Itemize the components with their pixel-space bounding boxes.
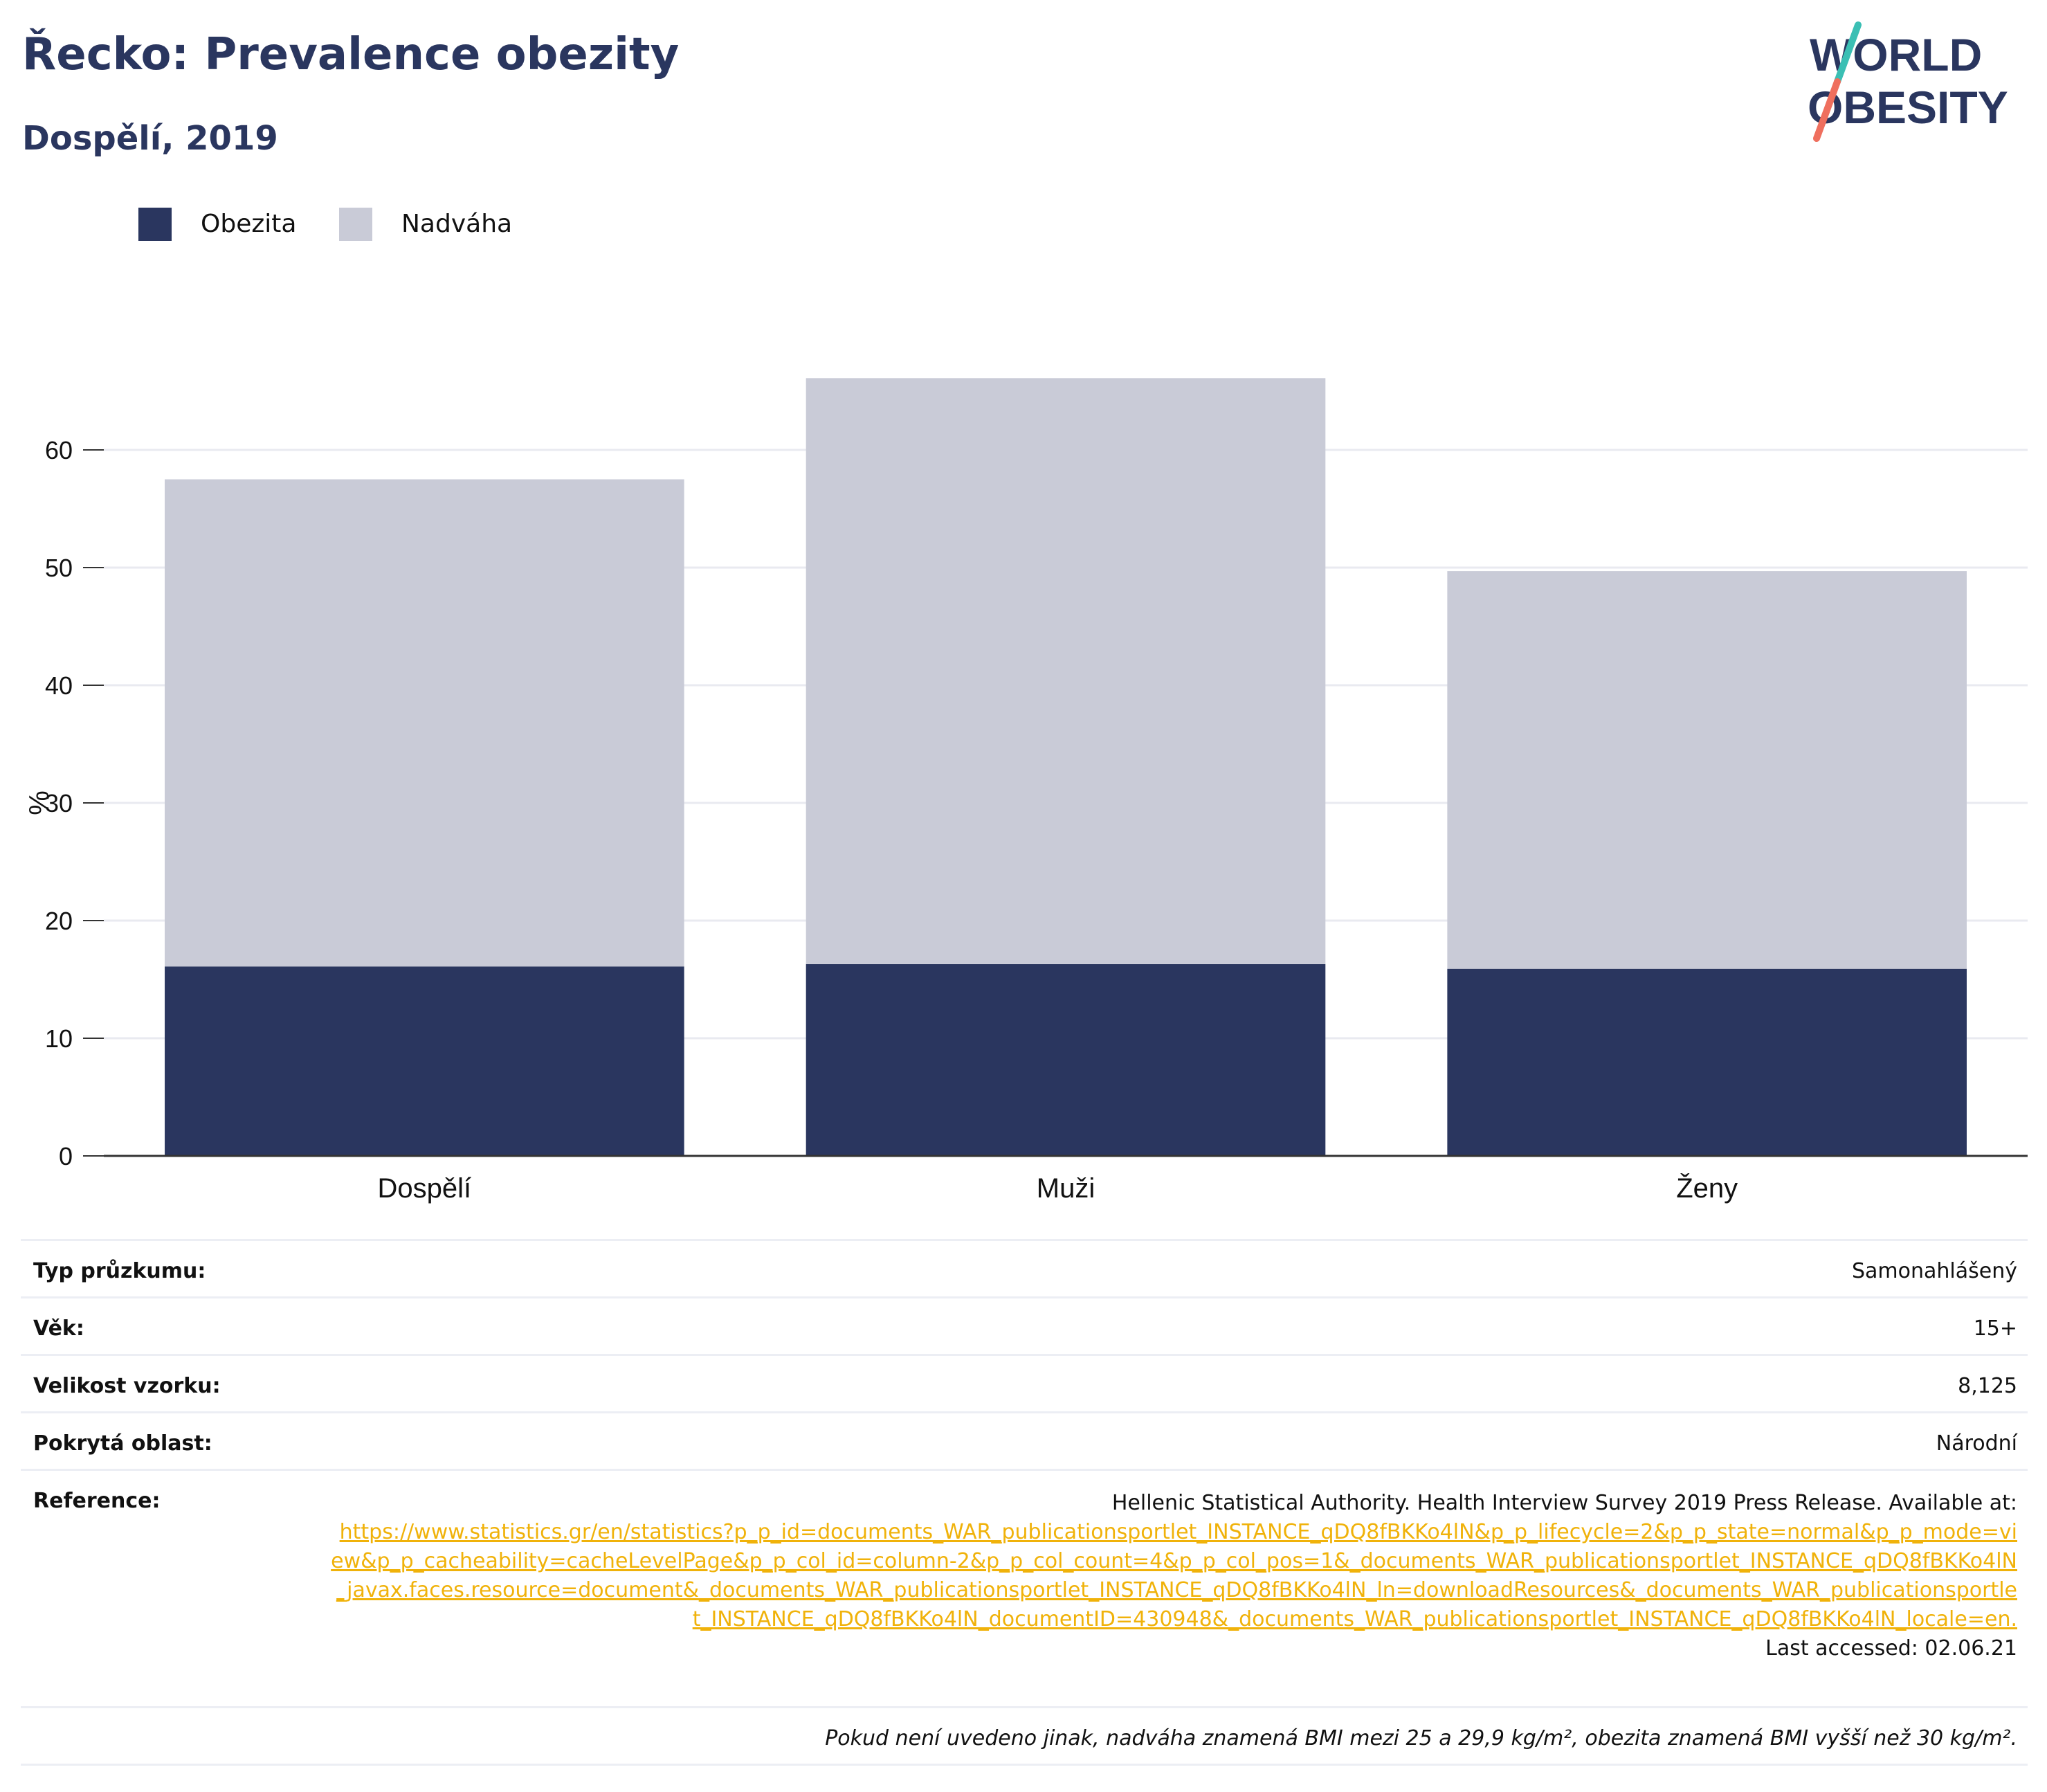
logo-teal-slash [1834,21,1862,85]
y-tick-label: 60 [45,436,73,464]
survey-info-table: Typ průzkumu: Samonahlášený Věk: 15+ Vel… [21,1239,2028,1766]
page-subtitle: Dospělí, 2019 [22,119,278,158]
bar-overweight [1447,571,1967,969]
sample-size-value: 8,125 [1958,1374,2017,1398]
info-row-note: Pokud není uvedeno jinak, nadváha znamen… [21,1706,2028,1766]
reference-label: Reference: [33,1489,161,1513]
last-accessed: Last accessed: 02.06.21 [1765,1636,2017,1660]
info-row-survey-type: Typ průzkumu: Samonahlášený [21,1239,2028,1296]
age-label: Věk: [33,1316,84,1341]
legend-swatch-overweight [339,208,372,241]
logo-coral-slash [1813,78,1841,142]
logo-line1: WORLD [1810,29,1982,80]
x-tick-label: Muži [1037,1173,1095,1204]
y-tick-label: 0 [59,1142,73,1170]
page-title: Řecko: Prevalence obezity [22,29,680,80]
area-value: Národní [1936,1431,2017,1456]
sample-size-label: Velikost vzorku: [33,1374,221,1398]
info-row-sample-size: Velikost vzorku: 8,125 [21,1354,2028,1411]
bar-obesity [806,963,1326,1156]
bar-overweight [165,479,684,967]
stacked-bar-chart: 0 10 20 30 40 50 60% Dospělí Muži Ženy [24,378,2028,1204]
y-tick-label: 40 [45,671,73,700]
area-label: Pokrytá oblast: [33,1431,212,1456]
bar-obesity [1447,968,1967,1156]
survey-type-label: Typ průzkumu: [33,1259,206,1283]
x-tick-label: Dospělí [378,1173,472,1204]
y-tick-label: 50 [45,554,73,582]
y-tick-label: 20 [45,907,73,935]
world-obesity-logo: WORLD OBESITY [1808,21,2008,142]
info-row-area: Pokrytá oblast: Národní [21,1411,2028,1469]
reference-block: Hellenic Statistical Authority. Health I… [329,1489,2017,1663]
bar-obesity [165,966,684,1156]
reference-text: Hellenic Statistical Authority. Health I… [1111,1491,2017,1515]
survey-type-value: Samonahlášený [1852,1259,2017,1283]
y-axis-label: % [24,790,55,815]
reference-link[interactable]: https://www.statistics.gr/en/statistics?… [331,1520,2017,1631]
info-row-reference: Reference: Hellenic Statistical Authorit… [21,1469,2028,1706]
y-tick-label: 10 [45,1024,73,1053]
age-value: 15+ [1973,1316,2017,1341]
y-tick-label: 30 [45,789,73,817]
legend-swatch-obesity [138,208,172,241]
legend-label-overweight: Nadváha [401,210,513,238]
bmi-footnote: Pokud není uvedeno jinak, nadváha znamen… [825,1726,2017,1750]
legend-label-obesity: Obezita [201,210,297,238]
logo-line2: OBESITY [1808,82,2008,133]
bar-overweight [806,378,1326,964]
x-tick-label: Ženy [1676,1173,1738,1204]
info-row-age: Věk: 15+ [21,1296,2028,1354]
